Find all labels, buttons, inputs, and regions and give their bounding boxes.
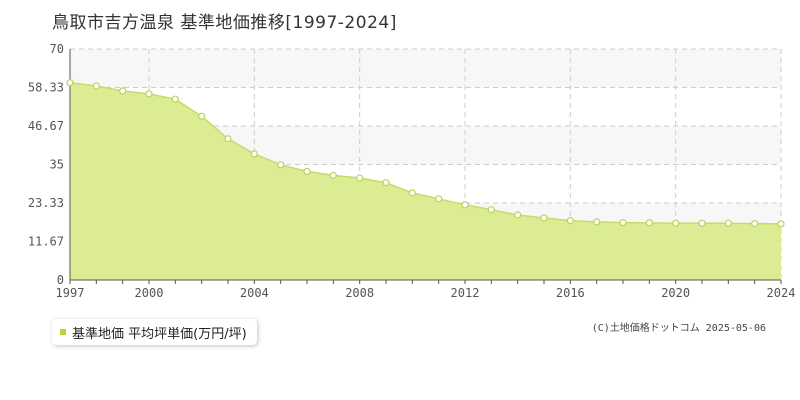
- data-point: [461, 201, 469, 209]
- data-point: [171, 95, 179, 103]
- data-point: [66, 79, 74, 87]
- x-tick-label: 2020: [661, 286, 690, 300]
- data-point: [645, 219, 653, 227]
- chart-axes: [69, 49, 782, 284]
- y-tick-label: 58.33: [28, 81, 64, 95]
- series-area: [70, 82, 781, 280]
- data-point: [119, 87, 127, 95]
- y-tick-label: 11.67: [28, 234, 64, 248]
- legend-label: 基準地価 平均坪単価(万円/坪): [72, 326, 247, 342]
- data-point: [224, 135, 232, 143]
- data-point: [408, 189, 416, 197]
- data-point: [672, 219, 680, 227]
- x-tick-label: 1997: [56, 286, 85, 300]
- data-point: [619, 219, 627, 227]
- y-tick-label: 35: [50, 158, 64, 172]
- x-tick-label: 2012: [451, 286, 480, 300]
- data-point: [724, 219, 732, 227]
- data-point: [435, 195, 443, 203]
- data-point: [198, 112, 206, 120]
- y-tick-label: 0: [57, 273, 64, 287]
- y-tick-label: 46.67: [28, 119, 64, 133]
- data-point: [487, 206, 495, 214]
- data-point: [698, 219, 706, 227]
- series-line: [69, 81, 782, 225]
- data-point: [92, 82, 100, 90]
- x-tick-label: 2016: [556, 286, 585, 300]
- data-point: [514, 211, 522, 219]
- y-axis-ticks: 0 11.67 23.33 35 46.67 58.33 70: [28, 42, 64, 287]
- chart-area: [69, 81, 782, 280]
- x-axis-ticks: 1997 2000 2004 2008 2012 2016 2020 2024: [56, 286, 796, 300]
- data-point: [540, 214, 548, 222]
- chart-legend: 基準地価 平均坪単価(万円/坪): [52, 319, 257, 345]
- copyright-text: (C)土地価格ドットコム 2025-05-06: [591, 323, 766, 334]
- y-tick-label: 70: [50, 42, 64, 56]
- grid-band: [70, 49, 781, 88]
- data-point: [382, 179, 390, 187]
- data-point: [593, 218, 601, 226]
- x-tick-label: 2004: [240, 286, 269, 300]
- legend-swatch: [60, 329, 66, 335]
- data-point: [566, 217, 574, 225]
- data-point: [356, 174, 364, 182]
- chart-markers: [66, 79, 785, 228]
- data-point: [777, 220, 785, 228]
- data-point: [277, 161, 285, 169]
- data-point: [303, 167, 311, 175]
- data-point: [751, 220, 759, 228]
- y-tick-label: 23.33: [28, 196, 64, 210]
- page-title: 鳥取市吉方温泉 基準地価推移[1997-2024]: [52, 13, 397, 33]
- x-tick-label: 2008: [345, 286, 374, 300]
- data-point: [250, 150, 258, 158]
- data-point: [329, 171, 337, 179]
- x-tick-label: 2000: [135, 286, 164, 300]
- data-point: [145, 90, 153, 98]
- x-tick-label: 2024: [767, 286, 796, 300]
